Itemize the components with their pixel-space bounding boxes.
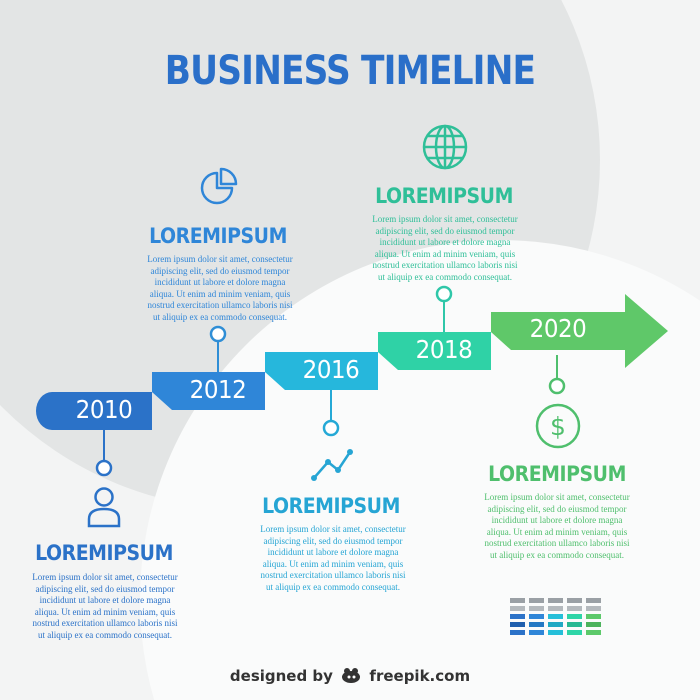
- year-2016: 2016: [302, 355, 360, 384]
- item-title-2020: LOREMIPSUM: [488, 462, 626, 486]
- item-text-line: aliqua. Ut enim ad minim veniam, quis: [486, 526, 628, 537]
- page-title: BUSINESS TIMELINE: [164, 48, 536, 94]
- item-text-line: aliqua. Ut enim ad minim veniam, quis: [262, 558, 404, 569]
- item-text-line: incididunt ut labore et dolore magna: [39, 595, 171, 606]
- palette-swatch: [586, 622, 601, 627]
- palette-swatch: [510, 614, 525, 619]
- footer-prefix: designed by: [229, 667, 333, 685]
- palette-swatch: [548, 606, 563, 611]
- item-text-line: adipiscing elit, sed do eiusmod tempor: [487, 503, 627, 514]
- item-text-line: ut aliquip ex ea commodo consequat.: [266, 581, 400, 592]
- palette-swatch: [510, 598, 525, 603]
- item-text-line: Lorem ipsum dolor sit amet, consectetur: [147, 254, 293, 264]
- item-text-line: aliqua. Ut enim ad minim veniam, quis: [149, 288, 291, 299]
- palette-swatch: [586, 630, 601, 635]
- item-title-2016: LOREMIPSUM: [262, 494, 400, 518]
- year-2012: 2012: [189, 375, 247, 404]
- item-text-line: ut aliquip ex ea commodo consequat.: [378, 271, 512, 282]
- palette-swatch: [567, 622, 582, 627]
- step-2012: [152, 372, 265, 410]
- freepik-logo-icon: [342, 668, 361, 683]
- item-text-line: nostrud exercitation ullamco laboris nis…: [372, 260, 518, 271]
- palette-swatch: [529, 614, 544, 619]
- palette-swatch: [548, 614, 563, 619]
- item-text-line: nostrud exercitation ullamco laboris nis…: [484, 538, 630, 549]
- item-text-line: aliqua. Ut enim ad minim veniam, quis: [374, 248, 516, 259]
- item-text-line: nostrud exercitation ullamco laboris nis…: [260, 570, 406, 581]
- palette-swatch: [586, 614, 601, 619]
- connector-dot-2016: [322, 419, 340, 437]
- item-text-line: incididunt ut labore et dolore magna: [154, 277, 286, 288]
- palette-swatch: [529, 630, 544, 635]
- palette-swatch: [567, 598, 582, 603]
- palette-swatch: [567, 630, 582, 635]
- year-2020: 2020: [529, 314, 587, 343]
- palette-swatch: [586, 606, 601, 611]
- palette-swatch: [510, 622, 525, 627]
- item-text-line: incididunt ut labore et dolore magna: [491, 515, 623, 526]
- palette-swatch: [529, 598, 544, 603]
- item-text-line: aliqua. Ut enim ad minim veniam, quis: [34, 606, 176, 617]
- pie-chart-icon: [200, 167, 238, 205]
- palette-swatch: [567, 606, 582, 611]
- svg-text:$: $: [550, 412, 566, 441]
- year-2010: 2010: [75, 395, 133, 424]
- item-text-line: Lorem ipsum dolor sit amet, consectetur: [372, 214, 518, 224]
- footer-brand: freepik.com: [369, 667, 471, 685]
- connector-dot-2020: [548, 377, 566, 395]
- connector-dot-2010: [95, 459, 113, 477]
- item-text-2010: Lorem ipsum dolor sit amet, consectetur a…: [26, 572, 184, 642]
- item-text-2016: Lorem ipsum dolor sit amet, consectetur a…: [254, 524, 412, 594]
- item-text-2020: Lorem ipsum dolor sit amet, consectetur a…: [478, 492, 636, 562]
- item-text-line: nostrud exercitation ullamco laboris nis…: [147, 300, 293, 311]
- palette-swatch: [529, 606, 544, 611]
- palette-swatch: [529, 622, 544, 627]
- item-text-line: Lorem ipsum dolor sit amet, consectetur: [484, 492, 630, 502]
- palette-swatch: [567, 614, 582, 619]
- item-text-2018: Lorem ipsum dolor sit amet, consectetur a…: [366, 214, 524, 284]
- item-title-2010: LOREMIPSUM: [35, 541, 173, 565]
- step-2020-arrow: [491, 294, 668, 368]
- palette-swatch: [510, 630, 525, 635]
- palette-swatch: [548, 622, 563, 627]
- item-text-line: ut aliquip ex ea commodo consequat.: [38, 629, 172, 640]
- palette-swatch: [586, 598, 601, 603]
- item-text-line: nostrud exercitation ullamco laboris nis…: [32, 618, 178, 629]
- item-text-line: Lorem ipsum dolor sit amet, consectetur: [32, 572, 178, 582]
- line-graph-icon: [311, 449, 353, 481]
- item-title-2018: LOREMIPSUM: [375, 184, 513, 208]
- step-2010: [36, 392, 152, 430]
- item-text-line: adipiscing elit, sed do eiusmod tempor: [375, 225, 515, 236]
- item-text-line: adipiscing elit, sed do eiusmod tempor: [150, 265, 290, 276]
- globe-icon: [422, 124, 468, 170]
- step-2018: [378, 332, 491, 370]
- palette-swatch: [510, 606, 525, 611]
- dollar-coin-icon: $: [535, 403, 581, 449]
- item-text-line: Lorem ipsum dolor sit amet, consectetur: [260, 524, 406, 534]
- item-text-2012: Lorem ipsum dolor sit amet, consectetur a…: [141, 254, 299, 324]
- item-text-line: adipiscing elit, sed do eiusmod tempor: [263, 535, 403, 546]
- item-text-line: adipiscing elit, sed do eiusmod tempor: [35, 583, 175, 594]
- palette-swatch: [548, 630, 563, 635]
- item-text-line: incididunt ut labore et dolore magna: [379, 237, 511, 248]
- year-2018: 2018: [415, 335, 473, 364]
- item-title-2012: LOREMIPSUM: [149, 224, 287, 248]
- user-icon: [87, 487, 121, 528]
- step-2016: [265, 352, 378, 390]
- item-text-line: ut aliquip ex ea commodo consequat.: [153, 311, 287, 322]
- item-text-line: ut aliquip ex ea commodo consequat.: [490, 549, 624, 560]
- palette-swatch: [548, 598, 563, 603]
- connector-dot-2012: [209, 325, 227, 343]
- connector-dot-2018: [435, 285, 453, 303]
- item-text-line: incididunt ut labore et dolore magna: [267, 547, 399, 558]
- footer-credit: designed by freepik.com: [0, 666, 700, 685]
